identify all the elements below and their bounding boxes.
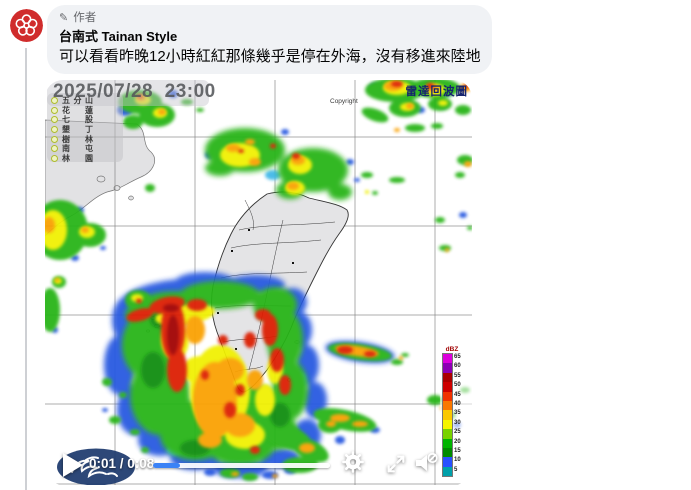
station-legend-item: 花蓮 bbox=[51, 106, 93, 116]
radar-map-copyright: Copyright bbox=[330, 98, 358, 105]
time-separator: / bbox=[116, 456, 128, 471]
current-time: 0:01 bbox=[89, 456, 117, 471]
station-dot-icon bbox=[51, 116, 58, 124]
plum-blossom-icon bbox=[15, 14, 38, 36]
radar-map-title: 雷達回波圖 bbox=[405, 86, 468, 98]
time-display: 0:01 / 0:08 bbox=[89, 456, 154, 471]
station-dot-icon bbox=[51, 145, 58, 153]
station-legend-item: 五分山 bbox=[51, 96, 93, 106]
dbz-scale-label: dBZ bbox=[445, 346, 459, 353]
fullscreen-icon[interactable] bbox=[385, 453, 407, 475]
comment-bubble: ✎ 作者 台南式 Tainan Style 可以看看昨晚12小時紅紅那條幾乎是停… bbox=[47, 5, 492, 74]
radar-map bbox=[45, 80, 472, 485]
station-legend-item: 七股 bbox=[51, 115, 93, 125]
play-button[interactable] bbox=[62, 452, 84, 478]
station-legend: 五分山花蓮七股墾丁樹林南屯林園 bbox=[51, 96, 93, 163]
station-legend-item: 南屯 bbox=[51, 144, 93, 154]
video-player[interactable]: 2025/07/28 23:00 五分山花蓮七股墾丁樹林南屯林園 雷達回波圖 C… bbox=[45, 80, 472, 485]
station-legend-item: 樹林 bbox=[51, 134, 93, 144]
comment-text: 可以看看昨晚12小時紅紅那條幾乎是停在外海，沒有移進來陸地 bbox=[59, 48, 481, 65]
station-dot-icon bbox=[51, 154, 58, 162]
volume-muted-icon[interactable] bbox=[413, 450, 439, 476]
station-legend-item: 林園 bbox=[51, 154, 93, 164]
video-controls: 0:01 / 0:08 bbox=[45, 444, 472, 485]
radar-echoes bbox=[45, 80, 472, 481]
cwb-logo-watermark bbox=[57, 448, 135, 485]
station-dot-icon bbox=[51, 106, 58, 114]
progress-fill bbox=[153, 463, 180, 468]
author-badge: ✎ 作者 bbox=[59, 12, 478, 25]
station-legend-backdrop bbox=[47, 93, 123, 162]
author-name[interactable]: 台南式 Tainan Style bbox=[59, 29, 178, 44]
author-badge-label: 作者 bbox=[73, 12, 97, 24]
dbz-tick-labels: 65 60 55 50 45 40 35 30 25 20 15 10 5 bbox=[454, 354, 461, 473]
station-legend-item: 墾丁 bbox=[51, 125, 93, 135]
settings-gear-icon[interactable] bbox=[341, 450, 365, 474]
play-icon bbox=[63, 453, 83, 477]
avatar[interactable] bbox=[10, 9, 43, 42]
city-markers bbox=[217, 229, 294, 350]
video-duration: 0:08 bbox=[127, 456, 155, 471]
dbz-colorbar bbox=[442, 353, 453, 478]
station-dot-icon bbox=[51, 126, 58, 134]
dbz-scale: dBZ 65 60 55 50 45 40 35 30 25 20 15 10 5 bbox=[440, 345, 472, 480]
progress-bar[interactable] bbox=[153, 463, 330, 468]
radar-timestamp: 2025/07/28 23:00 bbox=[53, 81, 216, 102]
comment-thread-line bbox=[25, 48, 27, 490]
station-dot-icon bbox=[51, 135, 58, 143]
station-dot-icon bbox=[51, 97, 58, 105]
pencil-icon: ✎ bbox=[59, 12, 69, 24]
